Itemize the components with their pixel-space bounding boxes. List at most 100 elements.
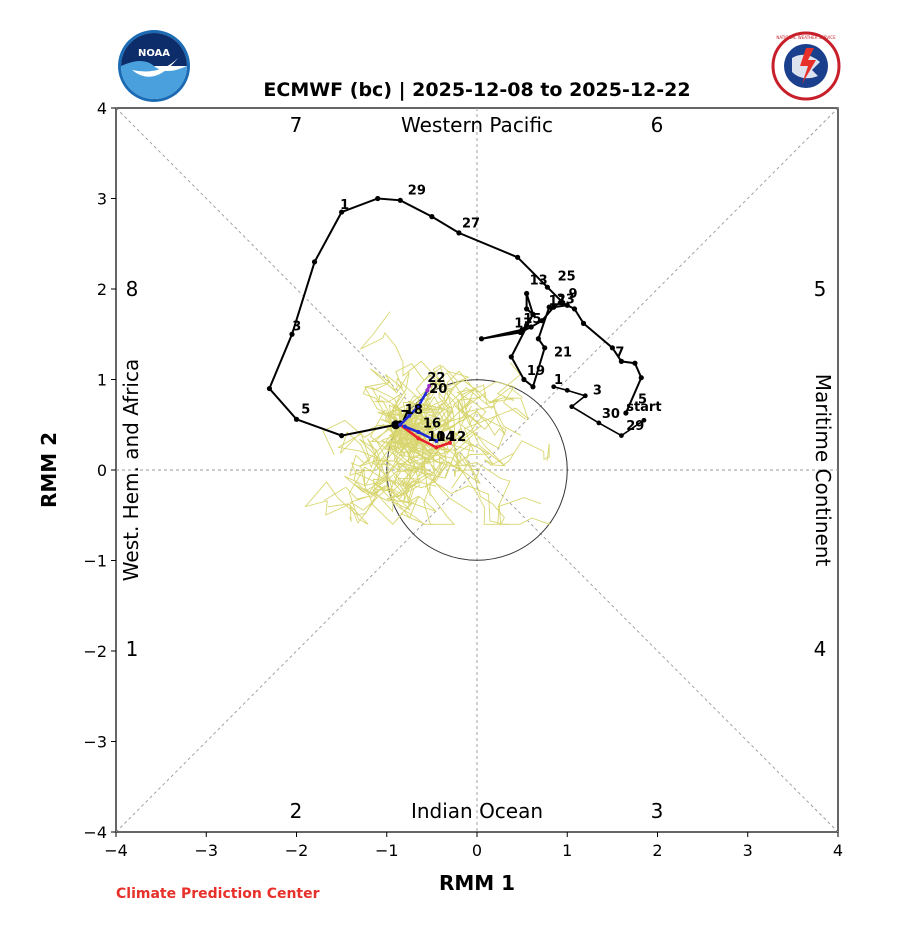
observed-day-label: 29: [626, 419, 644, 434]
phase-label-4: 4: [814, 637, 827, 661]
observed-day-label: 23: [557, 292, 575, 307]
observed-day-label: 17: [514, 317, 532, 332]
observed-point: [478, 336, 485, 342]
observed-day-label: 9: [568, 287, 577, 302]
observed-point: [456, 230, 462, 236]
forecast-day-label: 12: [448, 430, 466, 445]
observed-point: [632, 360, 638, 366]
y-tick-label: −4: [83, 823, 107, 842]
forecast-day-label: 14: [436, 430, 454, 445]
y-axis-ticks: −4 −3 −2 −1 0 1 2 3 4: [83, 99, 116, 842]
observed-day-label: 1: [554, 373, 563, 388]
observed-point: [569, 404, 575, 410]
observed-point: [623, 410, 629, 416]
ensemble-member-line: [349, 424, 433, 525]
x-tick-label: −4: [104, 841, 128, 860]
x-tick-label: −3: [194, 841, 218, 860]
chart-title: ECMWF (bc) | 2025-12-08 to 2025-12-22: [263, 79, 690, 101]
observed-day-label: 25: [558, 270, 576, 285]
observed-day-label: 13: [530, 273, 548, 288]
phase-gridlines: [115, 107, 839, 833]
forecast-point: [416, 404, 421, 409]
observed-day-label: 29: [408, 184, 426, 199]
y-tick-label: −2: [83, 642, 107, 661]
ensemble-member-line: [400, 400, 456, 525]
ensemble-member-line: [339, 424, 437, 502]
observed-point: [542, 345, 548, 351]
phase-label-7: 7: [290, 113, 303, 137]
cpc-credit: Climate Prediction Center: [116, 886, 320, 902]
region-indian-ocean: Indian Ocean: [411, 799, 543, 823]
observed-point: [519, 327, 525, 333]
ensemble-member-line: [349, 424, 416, 524]
observed-point: [524, 290, 530, 297]
region-west-hem-africa: West. Hem. and Africa: [119, 359, 143, 581]
observed-day-label: 11: [549, 294, 567, 309]
forecast-point: [407, 413, 412, 418]
ensemble-member-line: [399, 409, 515, 467]
observed-point: [582, 393, 588, 399]
x-axis-ticks: −4 −3 −2 −1 0 1 2 3 4: [104, 832, 843, 860]
ensemble-member-line: [397, 406, 550, 525]
noaa-logo: NOAA: [118, 30, 190, 102]
noaa-logo-text: NOAA: [138, 48, 170, 59]
observed-day-label: 3: [593, 384, 602, 399]
observed-day-label: 15: [523, 312, 541, 327]
forecast-point: [447, 440, 452, 445]
y-axis-label: RMM 2: [37, 432, 61, 508]
observed-point: [580, 320, 587, 326]
ensemble-member-line: [398, 424, 437, 525]
observed-point: [311, 259, 318, 265]
ensemble-member-line: [400, 362, 521, 432]
ensemble-member-line: [362, 368, 406, 426]
phase-label-5: 5: [814, 277, 827, 301]
ensemble-member-line: [399, 379, 526, 427]
observed-point: [289, 331, 295, 337]
phase-label-2: 2: [290, 799, 303, 823]
observed-point: [535, 336, 541, 342]
forecast-segment: [399, 389, 429, 426]
nws-logo-text: NATIONAL WEATHER SERVICE: [776, 35, 836, 40]
observed-point: [638, 375, 644, 381]
observed-line: [268, 197, 643, 437]
observed-day-label: 27: [462, 216, 480, 231]
forecast-day-label: 16: [423, 416, 441, 431]
observed-point: [551, 304, 557, 310]
observed-point: [546, 304, 552, 310]
observed-point: [618, 358, 625, 364]
ensemble-member-line: [399, 387, 524, 453]
observed-day-label: 5: [301, 403, 310, 418]
x-tick-label: 1: [562, 841, 572, 860]
forecast-day-label: 10: [427, 430, 445, 445]
forecast-segment: [399, 423, 451, 449]
observed-point: [524, 306, 530, 312]
observed-point: [339, 433, 345, 439]
observed-point: [375, 195, 381, 202]
forecast-day-label: 20: [429, 382, 447, 397]
region-western-pacific: Western Pacific: [401, 113, 553, 137]
forecast-point: [398, 422, 403, 427]
observed-day-label: 1: [340, 198, 349, 213]
observed-point: [560, 299, 566, 306]
observed-point: [508, 354, 514, 360]
observed-point: [339, 209, 345, 215]
x-tick-label: −2: [285, 841, 309, 860]
observed-day-label: 21: [554, 346, 572, 361]
observed-point: [571, 306, 578, 312]
observed-point: [539, 318, 545, 324]
observed-day-label: 3: [292, 319, 301, 334]
observed-point: [544, 284, 550, 290]
ensemble-member-line: [370, 409, 510, 525]
observed-point: [524, 322, 530, 328]
y-tick-label: 1: [97, 371, 107, 390]
ensemble-member-line: [400, 402, 521, 466]
ensemble-member-line: [323, 422, 418, 513]
observed-point: [609, 345, 615, 351]
observed-day-label: 19: [527, 364, 545, 379]
phase-label-6: 6: [651, 113, 664, 137]
x-tick-label: −1: [375, 841, 399, 860]
nws-logo: NATIONAL WEATHER SERVICE: [771, 31, 841, 101]
forecast-point: [425, 388, 430, 393]
